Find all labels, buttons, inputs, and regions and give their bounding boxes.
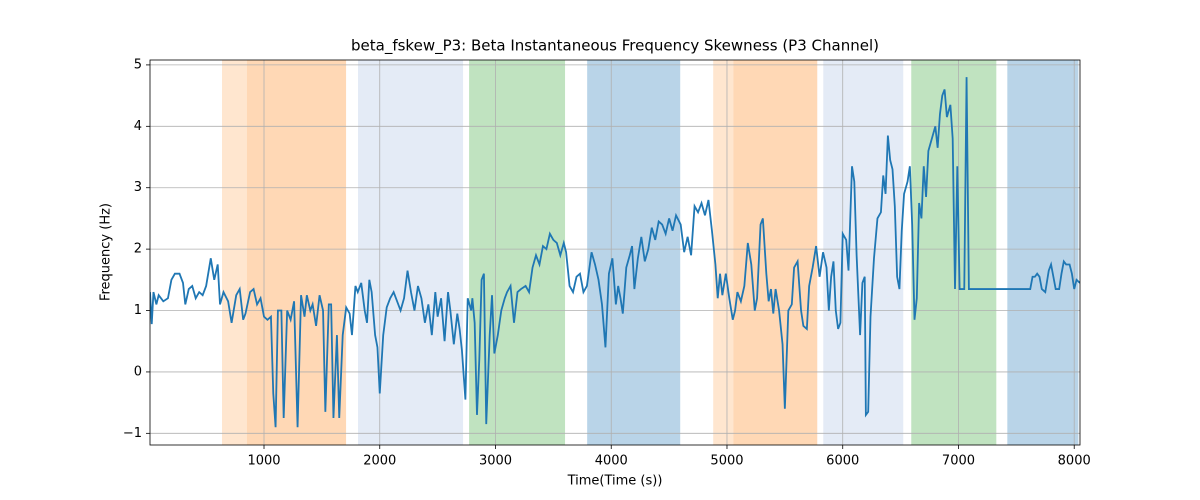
y-tick-label: 0 — [134, 364, 142, 379]
x-tick-label: 2000 — [363, 454, 396, 469]
data-line — [150, 77, 1080, 428]
y-tick-label: 5 — [134, 57, 142, 72]
y-axis-label: Frequency (Hz) — [99, 203, 114, 301]
y-tick-label: 2 — [134, 242, 142, 257]
y-tick-label: 4 — [134, 119, 142, 134]
x-tick-label: 1000 — [247, 454, 280, 469]
x-tick-label: 8000 — [1058, 454, 1091, 469]
shaded-span — [823, 60, 904, 445]
plot-frame — [149, 59, 1081, 446]
x-tick-label: 5000 — [710, 454, 743, 469]
y-tick-label: −1 — [123, 426, 142, 441]
shaded-span — [469, 60, 566, 445]
shaded-span — [733, 60, 818, 445]
shaded-span — [357, 60, 464, 445]
shaded-span — [713, 60, 734, 445]
y-tick-label: 1 — [134, 303, 142, 318]
x-tick-label: 3000 — [479, 454, 512, 469]
shaded-span — [1007, 60, 1079, 445]
x-tick-label: 6000 — [826, 454, 859, 469]
shaded-span — [221, 60, 247, 445]
x-axis-label: Time(Time (s)) — [567, 474, 663, 489]
shaded-span — [587, 60, 681, 445]
chart-title: beta_fskew_P3: Beta Instantaneous Freque… — [351, 37, 879, 56]
x-tick-label: 4000 — [595, 454, 628, 469]
y-tick-label: 3 — [134, 180, 142, 195]
x-tick-label: 7000 — [942, 454, 975, 469]
